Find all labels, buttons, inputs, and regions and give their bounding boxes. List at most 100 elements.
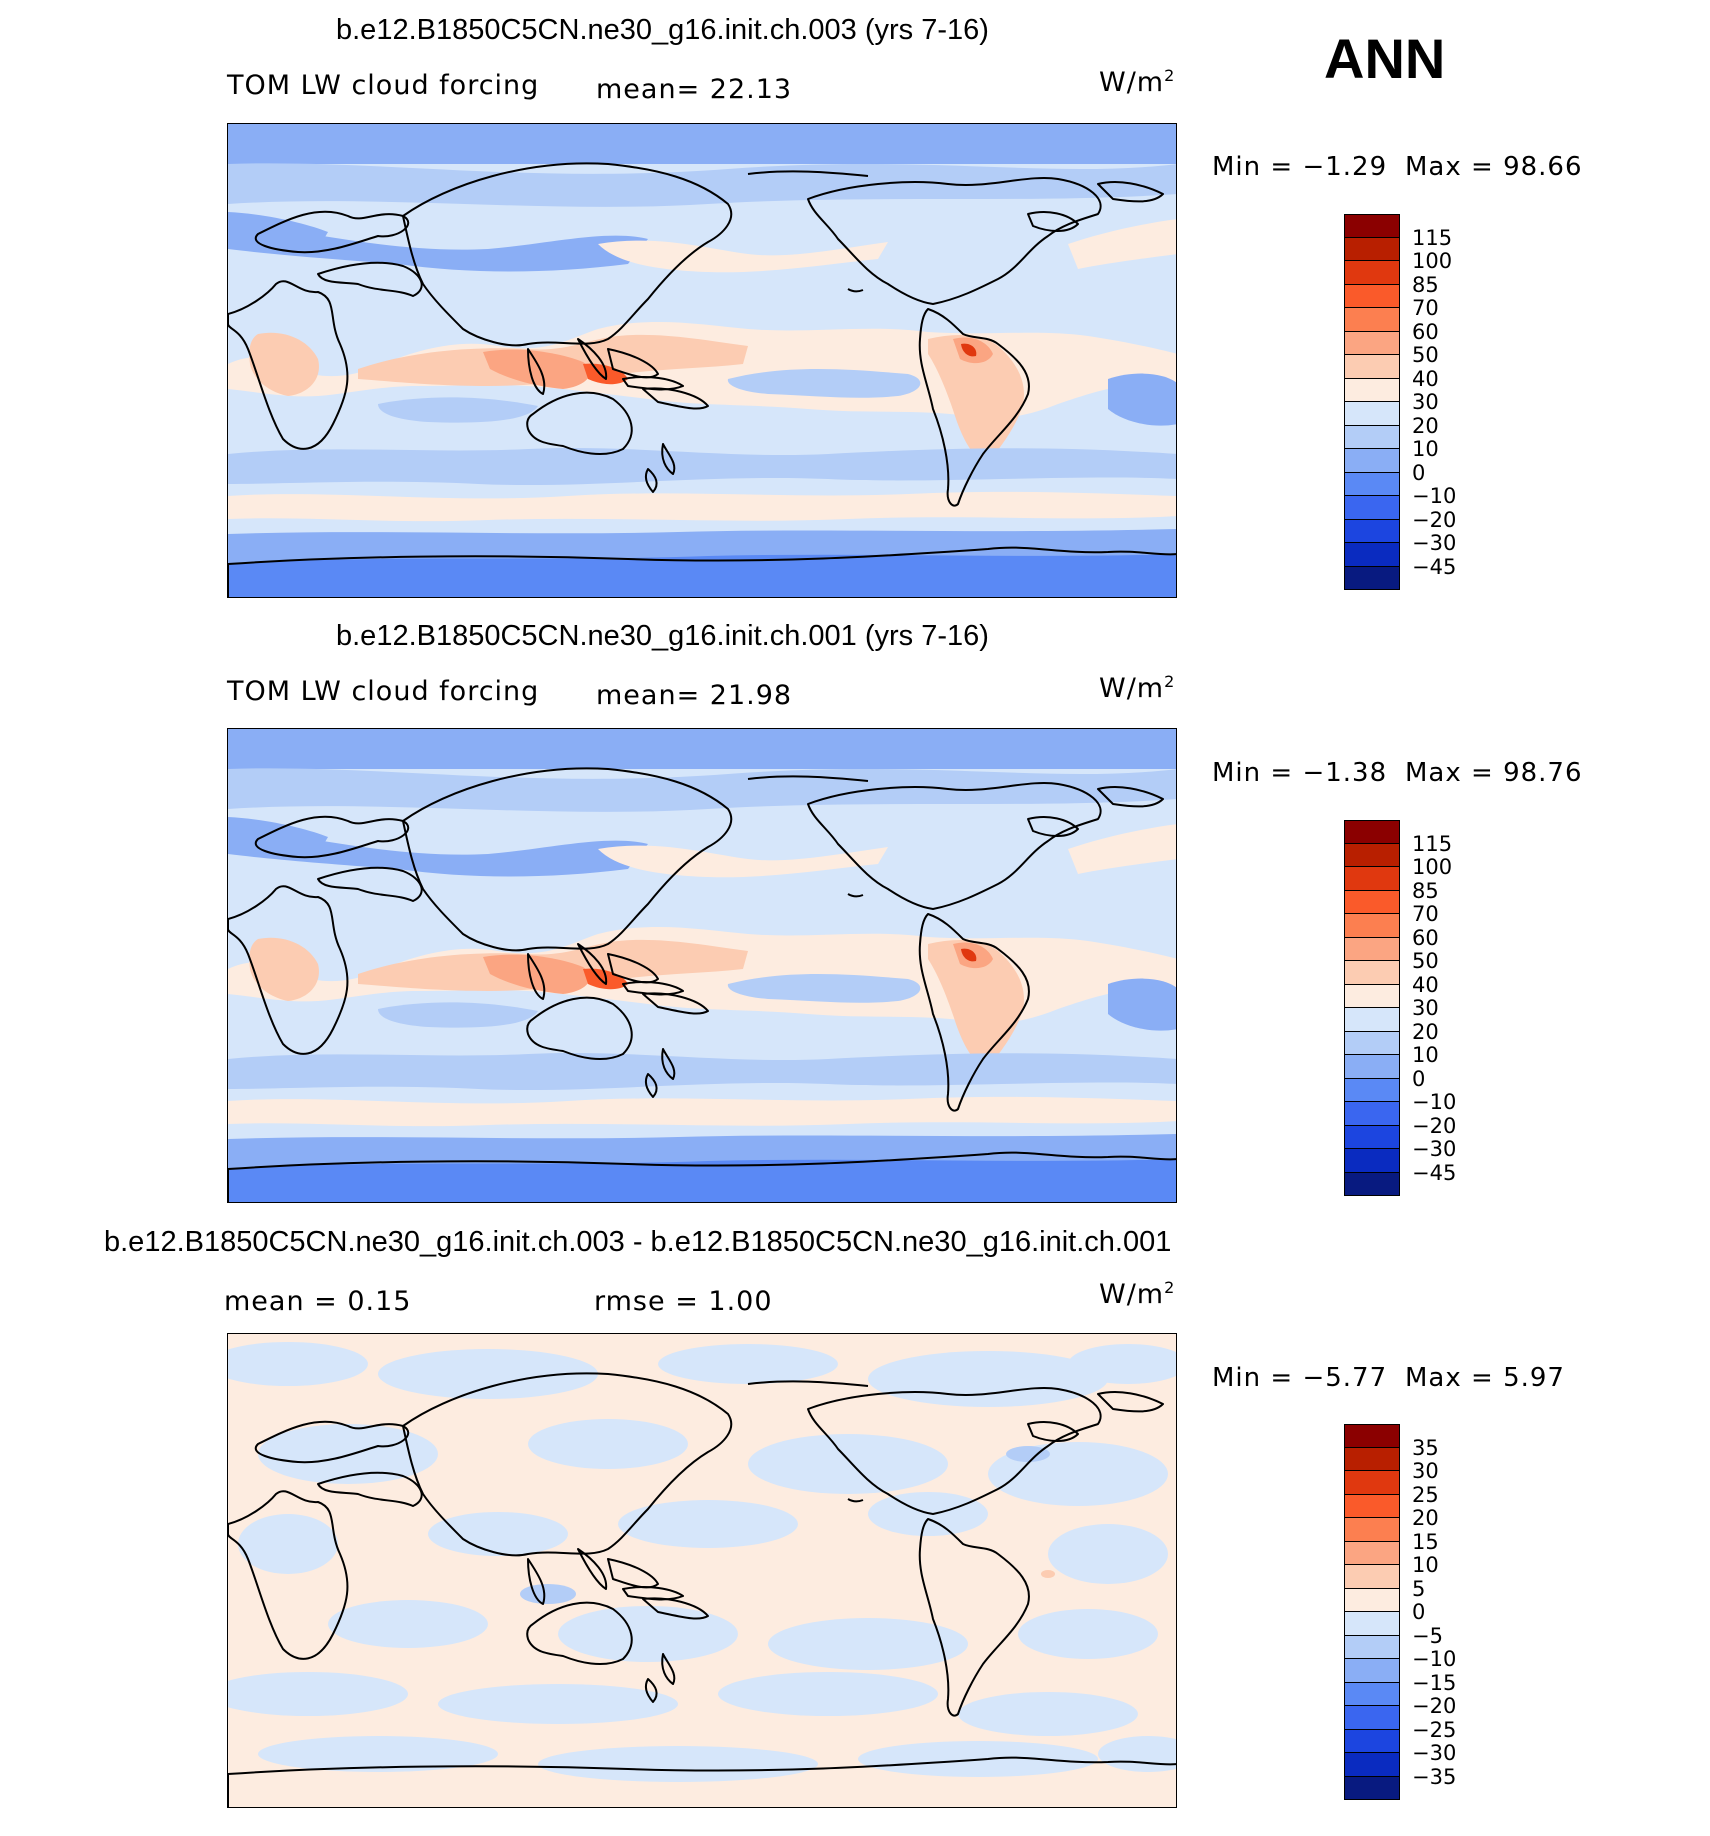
contour-southern-storm-track bbox=[228, 491, 1176, 522]
colorbar-tick-label: 30 bbox=[1412, 390, 1439, 414]
max-value: Max = 98.76 bbox=[1405, 758, 1583, 788]
colorbar-box bbox=[1344, 937, 1400, 961]
colorbar-box bbox=[1344, 867, 1400, 891]
contour-negative-anomaly bbox=[658, 1344, 838, 1384]
colorbar-box bbox=[1344, 1682, 1400, 1706]
coastline-path bbox=[1097, 786, 1164, 808]
colorbar: 115 100 85 70 60 50 40 30 20 10 0 −10 −20 −30 −45 bbox=[1344, 214, 1456, 590]
coastline-path bbox=[1027, 211, 1079, 232]
coastline-path bbox=[807, 177, 1102, 305]
coastlines bbox=[228, 1372, 1176, 1807]
contour-nw-pacific-track bbox=[598, 240, 888, 273]
coastline-path bbox=[918, 308, 1030, 507]
rmse-value: rmse = 1.00 bbox=[594, 1286, 773, 1317]
colorbar-box bbox=[1344, 1612, 1400, 1636]
colorbar-tick-label: −45 bbox=[1412, 1160, 1457, 1185]
contour-eurasia-low bbox=[228, 829, 648, 877]
contour-negative-anomaly bbox=[428, 1512, 568, 1556]
contour-s-indian-dry bbox=[378, 397, 538, 423]
coastline-path bbox=[847, 1498, 864, 1503]
coastline-path bbox=[622, 1586, 684, 1601]
colorbar-tick-label: 0 bbox=[1412, 1600, 1426, 1624]
contour-negative-anomaly-strong bbox=[520, 1584, 576, 1604]
colorbar: 115 100 85 70 60 50 40 30 20 10 0 −10 −20 −30 −45 bbox=[1344, 820, 1456, 1196]
min-value: Min = −5.77 bbox=[1212, 1363, 1388, 1393]
colorbar-box bbox=[1344, 425, 1400, 449]
units-label: W/m2 bbox=[1099, 672, 1175, 704]
contour-negative-anomaly bbox=[1068, 1344, 1176, 1384]
units-superscript: 2 bbox=[1164, 672, 1176, 691]
colorbar-box bbox=[1344, 1518, 1400, 1542]
contour-andes-max bbox=[961, 948, 977, 962]
colorbar-tick-label: 50 bbox=[1412, 949, 1439, 973]
contour-negative-anomaly-strong bbox=[1006, 1446, 1050, 1462]
contour-negative-anomaly bbox=[258, 1424, 438, 1484]
coastline-path bbox=[607, 1558, 659, 1589]
contour-southern-storm-track bbox=[228, 1096, 1176, 1127]
coastline-path bbox=[661, 443, 676, 475]
coastline-path bbox=[747, 170, 869, 177]
colorbar-tick-label: 25 bbox=[1412, 1482, 1439, 1507]
coastline-path bbox=[661, 1048, 676, 1080]
colorbar-box bbox=[1344, 1149, 1400, 1173]
contour-s-subtropics bbox=[228, 1052, 1176, 1091]
units-text: W/m bbox=[1099, 673, 1165, 704]
panel-title: b.e12.B1850C5CN.ne30_g16.init.ch.001 (yr… bbox=[336, 620, 989, 652]
colorbar-tick-label: 60 bbox=[1412, 925, 1439, 950]
coastline-path bbox=[622, 981, 684, 996]
coastline-path bbox=[402, 162, 733, 347]
colorbar-box bbox=[1344, 1078, 1400, 1102]
contour-s-atlantic-dry bbox=[1108, 978, 1176, 1031]
coastline-path bbox=[847, 288, 864, 293]
colorbar-tick-label: −5 bbox=[1412, 1623, 1443, 1648]
coastline-path bbox=[642, 387, 709, 410]
coastline-path bbox=[402, 1372, 733, 1557]
variable-label: TOM LW cloud forcing bbox=[227, 70, 540, 101]
coastline-path bbox=[317, 1471, 423, 1507]
coastline-path bbox=[607, 953, 659, 984]
coastline-path bbox=[526, 1601, 633, 1665]
coastline-path bbox=[228, 280, 349, 450]
colorbar-box bbox=[1344, 1008, 1400, 1032]
units-label: W/m2 bbox=[1099, 66, 1175, 98]
contour-nw-pacific-track bbox=[598, 845, 888, 878]
colorbar-tick-label: −10 bbox=[1412, 1647, 1457, 1671]
coastline-path bbox=[1027, 1421, 1079, 1442]
units-superscript: 2 bbox=[1164, 66, 1176, 85]
coastline-path bbox=[228, 1756, 1176, 1807]
coastline-path bbox=[577, 943, 608, 985]
units-label: W/m2 bbox=[1099, 1278, 1175, 1310]
contour-antarctica bbox=[228, 554, 1176, 597]
coastline-path bbox=[747, 1380, 869, 1387]
coastlines bbox=[228, 162, 1176, 597]
colorbar-tick-label: 20 bbox=[1412, 413, 1439, 438]
contour-sahara-dry bbox=[228, 212, 328, 249]
colorbar-box bbox=[1344, 1659, 1400, 1683]
colorbar-box bbox=[1344, 472, 1400, 496]
colorbar-tick-label: −30 bbox=[1412, 1741, 1457, 1765]
contour-negative-anomaly bbox=[228, 1672, 408, 1716]
colorbar-box bbox=[1344, 261, 1400, 285]
contour-arctic bbox=[228, 729, 1176, 769]
coastline-path bbox=[526, 996, 633, 1060]
colorbar-tick-label: 85 bbox=[1412, 878, 1439, 903]
coastline-path bbox=[644, 468, 658, 493]
colorbar-tick-label: 35 bbox=[1412, 1435, 1439, 1460]
colorbar-box bbox=[1344, 378, 1400, 402]
colorbar-tick-label: 60 bbox=[1412, 319, 1439, 344]
colorbar-box bbox=[1344, 1031, 1400, 1055]
coastline-path bbox=[607, 348, 659, 379]
contour-arctic bbox=[228, 124, 1176, 164]
colorbar-tick-label: −10 bbox=[1412, 1090, 1457, 1114]
contour-negative-anomaly bbox=[438, 1684, 678, 1724]
coastline-path bbox=[918, 913, 1030, 1112]
coastline-path bbox=[661, 1653, 676, 1685]
contour-warm-pool bbox=[483, 349, 591, 389]
colorbar-box bbox=[1344, 1565, 1400, 1589]
colorbar-box bbox=[1344, 843, 1400, 867]
colorbar-tick-label: 70 bbox=[1412, 296, 1439, 320]
colorbar-tick-label: −20 bbox=[1412, 1694, 1457, 1718]
contour-negative-anomaly bbox=[748, 1434, 948, 1494]
colorbar-tick-label: 100 bbox=[1412, 249, 1453, 273]
colorbar-box bbox=[1344, 1706, 1400, 1730]
